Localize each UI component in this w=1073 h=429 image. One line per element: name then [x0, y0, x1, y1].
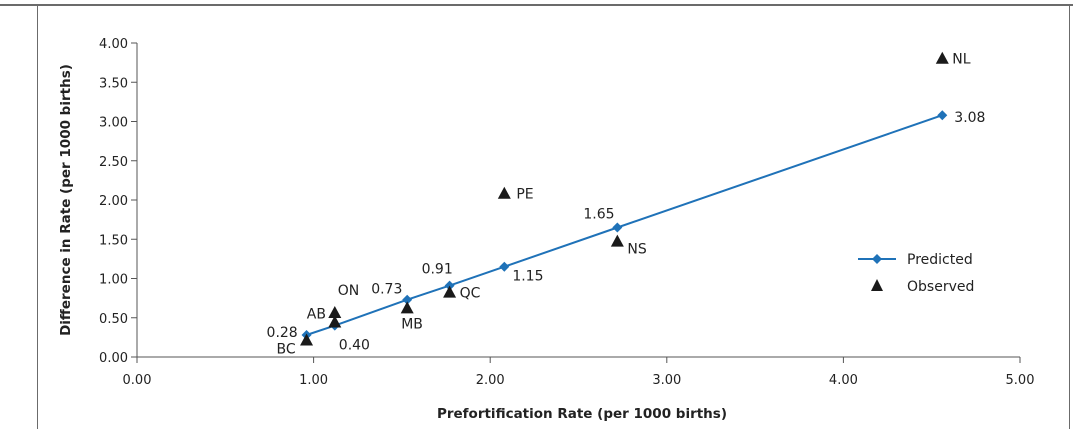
observed-province-label: NS: [627, 242, 646, 258]
observed-series: BC AB ON MB QC PE NS NL: [277, 51, 971, 358]
predicted-value-label: 0.40: [339, 338, 370, 354]
predicted-line: [306, 114, 943, 336]
observed-point: [610, 234, 624, 247]
legend-observed-label: Observed: [907, 279, 974, 295]
predicted-value-label: 0.28: [267, 325, 298, 341]
y-tick-label: 1.50: [99, 233, 128, 248]
predicted-value-label: 1.15: [512, 269, 543, 285]
frame-right-border: [1069, 6, 1070, 429]
legend-predicted-marker: [872, 254, 882, 264]
legend-predicted-label: Predicted: [907, 252, 973, 268]
observed-province-label: AB: [307, 306, 326, 322]
predicted-point: [937, 110, 948, 121]
axes: [136, 43, 1020, 358]
observed-point: [328, 306, 342, 319]
predicted-value-label: 3.08: [954, 110, 985, 126]
y-tick-label: 0.50: [99, 312, 128, 327]
legend-observed-marker: [871, 279, 883, 291]
predicted-value-label: 0.91: [422, 262, 453, 278]
frame-top-border: [0, 4, 1073, 6]
predicted-value-label: 1.65: [583, 206, 614, 222]
observed-point: [300, 333, 314, 346]
y-tick-label: 0.00: [99, 351, 128, 366]
predicted-point: [402, 294, 413, 305]
x-tick-label: 0.00: [123, 373, 152, 388]
observed-province-label: NL: [952, 52, 970, 68]
x-tick-label: 2.00: [476, 373, 505, 388]
observed-province-label: QC: [460, 286, 481, 302]
y-tick-label: 4.00: [99, 37, 128, 52]
predicted-point: [612, 222, 623, 233]
y-axis-title: Difference in Rate (per 1000 births): [58, 64, 74, 336]
frame-left-border: [37, 6, 38, 429]
observed-point: [400, 301, 414, 314]
legend: Predicted Observed: [858, 252, 974, 295]
observed-point: [497, 186, 511, 199]
observed-point: [935, 51, 949, 64]
x-ticks: 0.00 1.00 2.00 3.00 4.00 5.00: [123, 357, 1035, 388]
observed-province-label: PE: [516, 187, 533, 203]
y-tick-label: 2.00: [99, 194, 128, 209]
observed-province-label: ON: [338, 283, 360, 299]
observed-province-label: BC: [277, 342, 296, 358]
y-tick-label: 3.00: [99, 116, 128, 131]
y-tick-label: 1.00: [99, 273, 128, 288]
y-tick-label: 2.50: [99, 155, 128, 170]
predicted-value-label: 0.73: [371, 282, 402, 298]
x-tick-label: 1.00: [299, 373, 328, 388]
x-axis-title: Prefortification Rate (per 1000 births): [437, 406, 727, 422]
predicted-point: [499, 261, 510, 272]
observed-point: [443, 285, 457, 298]
x-tick-label: 5.00: [1006, 373, 1035, 388]
x-tick-label: 3.00: [652, 373, 681, 388]
observed-point: [328, 315, 342, 328]
y-tick-label: 3.50: [99, 76, 128, 91]
observed-province-label: MB: [401, 316, 423, 332]
y-ticks: 0.00 0.50 1.00 1.50 2.00 2.50 3.00 3.50 4.00: [99, 37, 137, 366]
x-tick-label: 4.00: [829, 373, 858, 388]
predicted-point: [444, 280, 455, 291]
predicted-series: 0.28 0.40 0.73 0.91 1.15 1.65 3.08: [267, 110, 985, 354]
